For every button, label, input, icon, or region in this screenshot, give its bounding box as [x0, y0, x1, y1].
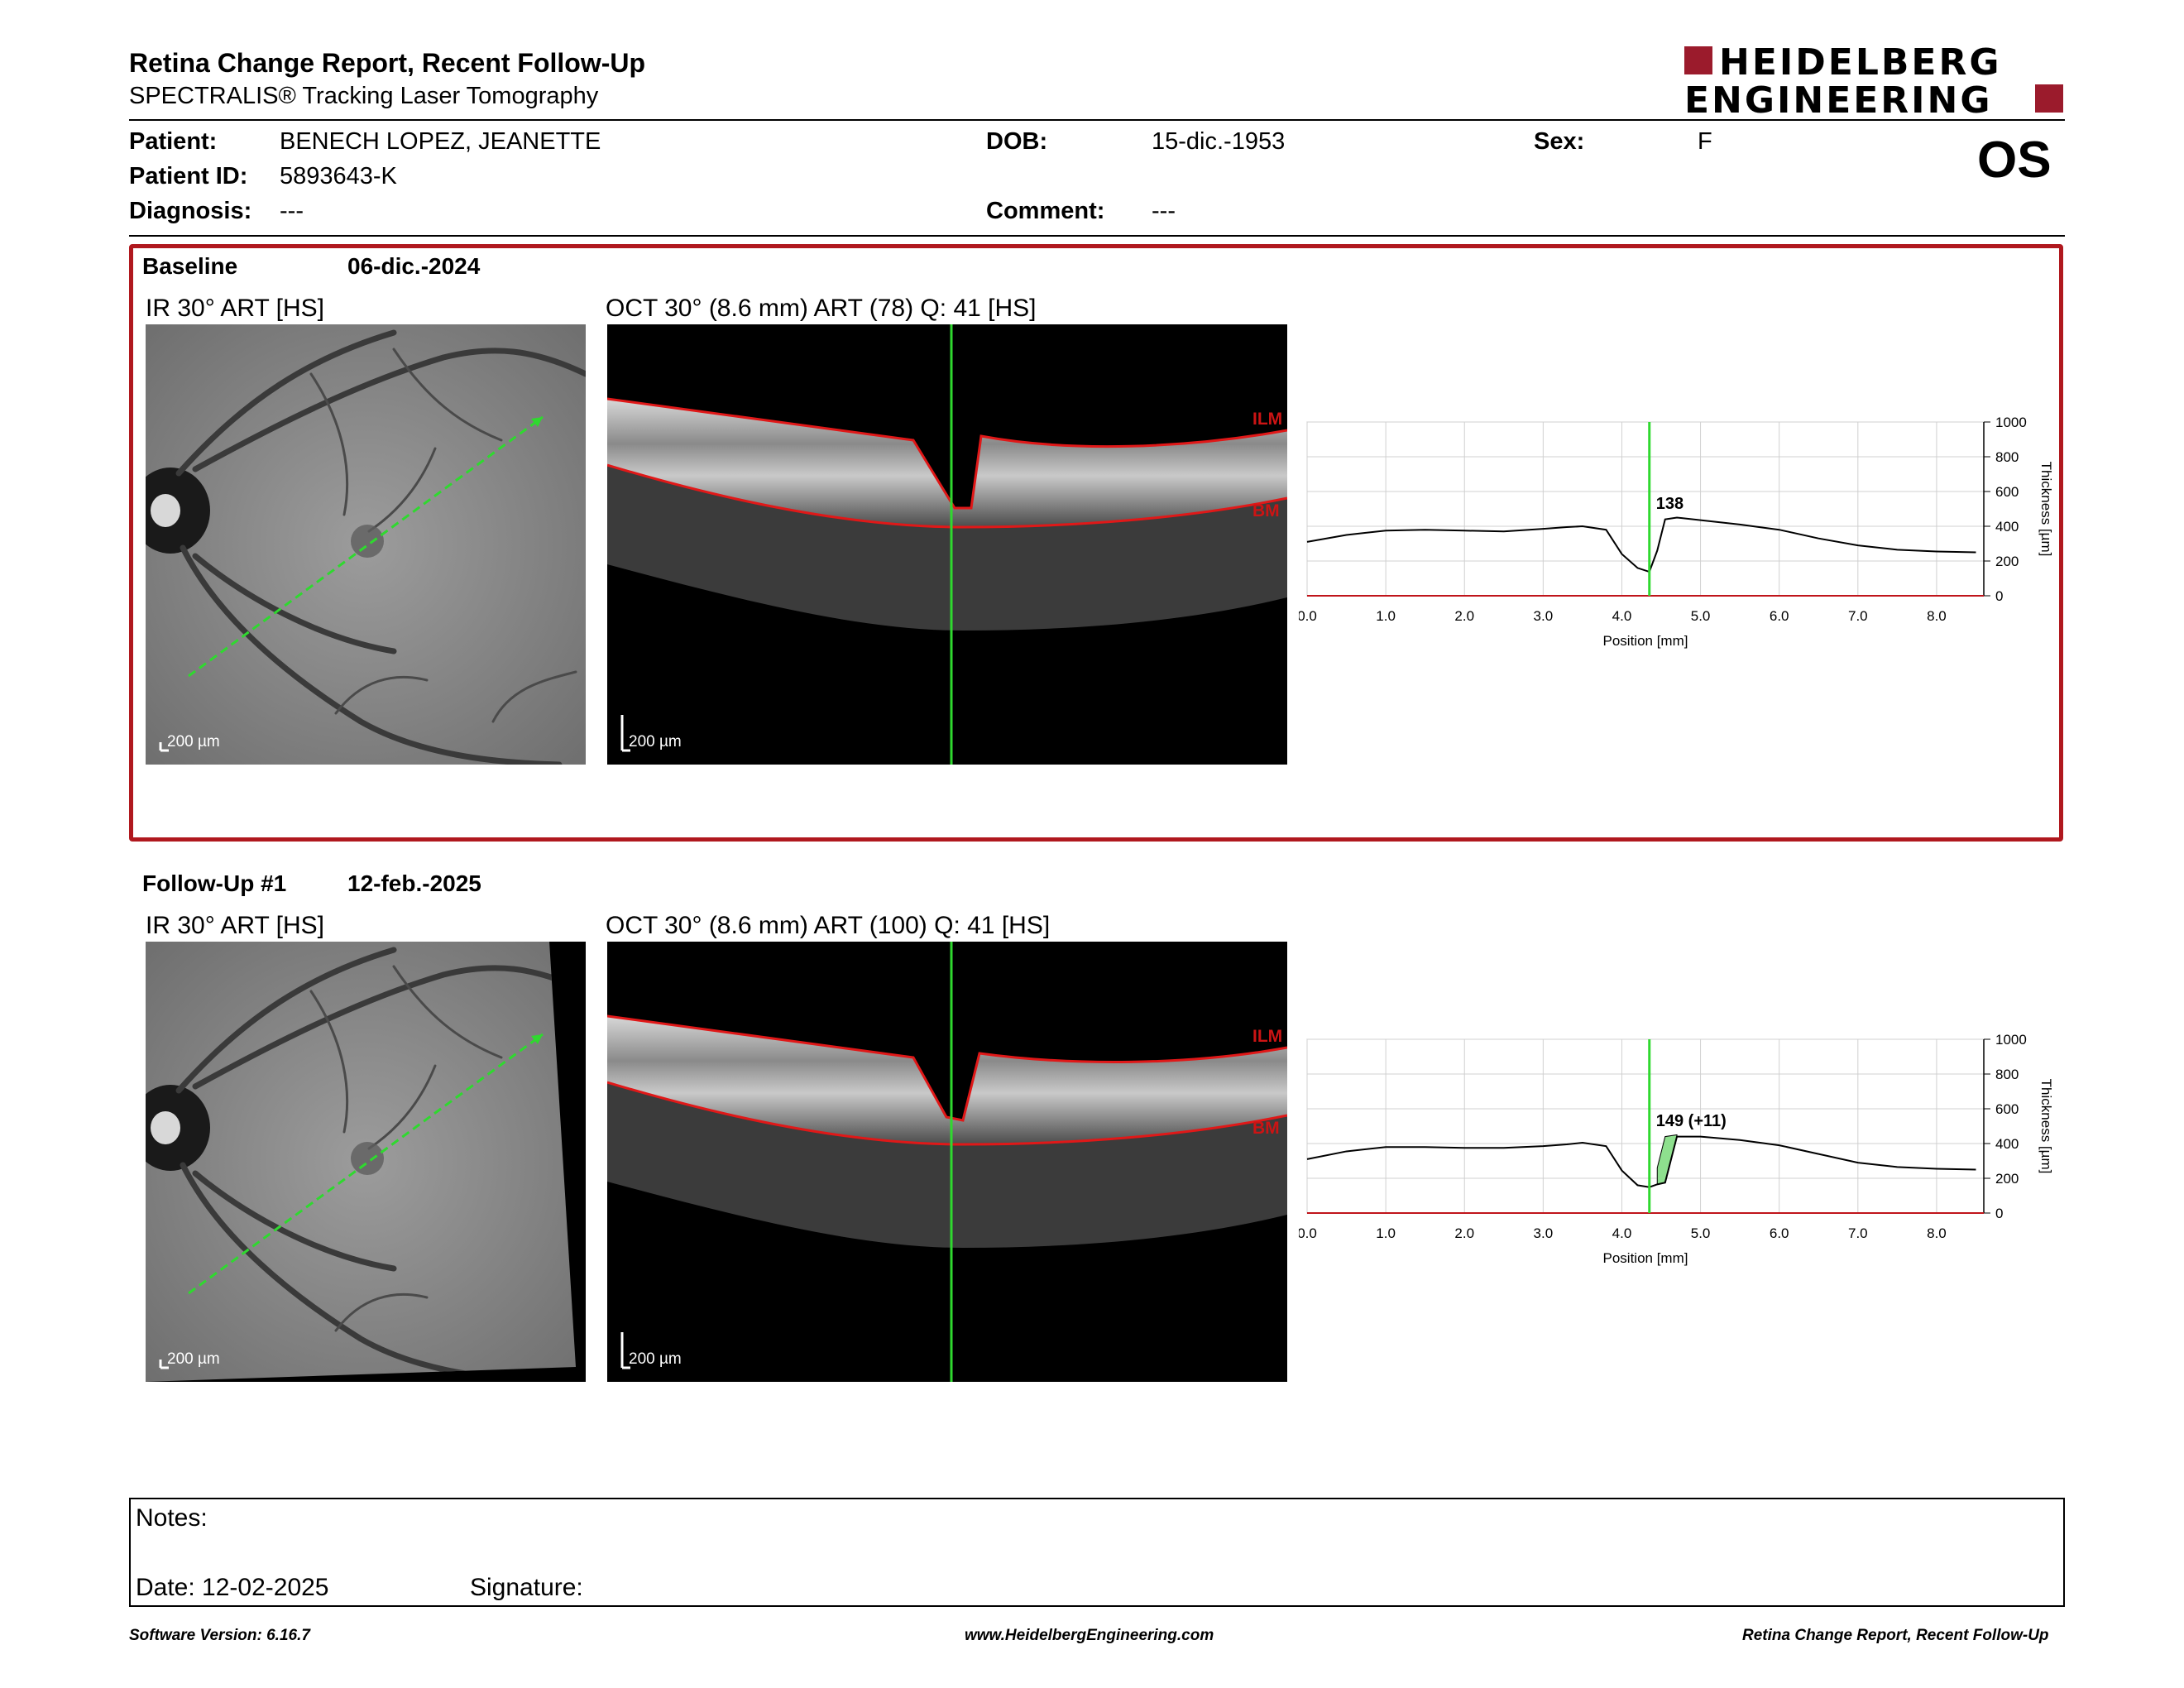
baseline-chart-xtick-label: 6.0: [1770, 608, 1789, 624]
followup-label: Follow-Up #1: [142, 870, 287, 896]
baseline-chart-xtick-label: 1.0: [1376, 608, 1396, 624]
footer-report: Retina Change Report, Recent Follow-Up: [1742, 1627, 2049, 1644]
sex-label: Sex:: [1534, 128, 1585, 155]
baseline-chart-xtick-label: 3.0: [1534, 608, 1554, 624]
footer-website[interactable]: www.HeidelbergEngineering.com: [965, 1627, 1214, 1644]
followup-oct-title: OCT 30° (8.6 mm) ART (100) Q: 41 [HS]: [606, 912, 1051, 939]
followup-ir-image: 200 µm: [146, 942, 586, 1382]
patient-rule: [129, 235, 2065, 237]
patient-label: Patient:: [129, 128, 218, 155]
followup-chart-plot-area: [1306, 1038, 1985, 1214]
followup-chart-xlabel: Position [mm]: [1603, 1250, 1688, 1266]
baseline-chart-xtick-label: 0.0: [1299, 608, 1317, 624]
diagnosis-label: Diagnosis:: [129, 198, 252, 224]
report-title: Retina Change Report, Recent Follow-Up: [129, 48, 646, 78]
baseline-label: Baseline: [142, 253, 238, 279]
followup-chart-thickness-line: [1306, 1135, 1976, 1188]
followup-chart-xtick-label: 0.0: [1299, 1225, 1317, 1241]
patient-id-label: Patient ID:: [129, 163, 248, 189]
logo-line1: HEIDELBERG: [1719, 43, 2001, 84]
signature-label: Signature:: [470, 1574, 583, 1601]
followup-chart-marker-value: 149 (+11): [1656, 1112, 1727, 1130]
followup-chart-xtick-label: 5.0: [1691, 1225, 1711, 1241]
followup-chart-ytick-label: 600: [1995, 1101, 2019, 1117]
baseline-chart-xtick-label: 2.0: [1454, 608, 1474, 624]
baseline-date: 06-dic.-2024: [347, 253, 481, 279]
baseline-chart-ytick-label: 600: [1995, 484, 2019, 500]
baseline-chart-xtick-label: 4.0: [1612, 608, 1632, 624]
followup-chart-xtick-label: 4.0: [1612, 1225, 1632, 1241]
baseline-ilm-label: ILM: [1252, 410, 1282, 429]
followup-chart-ylabel: Thickness [µm]: [2038, 1079, 2054, 1174]
followup-date: 12-feb.-2025: [347, 870, 481, 896]
followup-chart-ytick-label: 400: [1995, 1136, 2019, 1152]
sex-value: F: [1698, 128, 1712, 155]
followup-chart-ytick-label: 800: [1995, 1067, 2019, 1082]
comment-value: ---: [1152, 198, 1176, 224]
baseline-oct-scale: 200 µm: [629, 733, 682, 750]
comment-label: Comment:: [986, 198, 1105, 224]
header-rule: [129, 119, 2065, 121]
baseline-bm-label: BM: [1252, 501, 1280, 520]
notes-label: Notes:: [136, 1504, 208, 1532]
followup-ir-title: IR 30° ART [HS]: [146, 912, 324, 939]
baseline-thickness-chart: 0.0 1.0 2.0 3.0 4.0 5.0 6.0 7.0 8.0 0 200 400 600 800…: [1299, 415, 2054, 649]
followup-chart-xtick-label: 1.0: [1376, 1225, 1396, 1241]
baseline-chart-ytick-label: 800: [1995, 449, 2019, 465]
followup-chart-xtick-label: 3.0: [1534, 1225, 1554, 1241]
footer-software: Software Version: 6.16.7: [129, 1627, 310, 1644]
notes-box[interactable]: [129, 1498, 2065, 1607]
baseline-chart-ytick-label: 1000: [1995, 415, 2027, 430]
logo-line2: ENGINEERING: [1684, 79, 1993, 117]
followup-chart-xtick-label: 7.0: [1848, 1225, 1868, 1241]
notes-date: Date: 12-02-2025: [136, 1574, 329, 1601]
patient-id: 5893643-K: [280, 163, 397, 189]
dob-value: 15-dic.-1953: [1152, 128, 1286, 155]
baseline-oct-title: OCT 30° (8.6 mm) ART (78) Q: 41 [HS]: [606, 295, 1037, 322]
followup-chart-xtick-label: 2.0: [1454, 1225, 1474, 1241]
baseline-ir-title: IR 30° ART [HS]: [146, 295, 324, 322]
followup-chart-ytick-label: 0: [1995, 1206, 2003, 1221]
baseline-chart-xtick-label: 8.0: [1927, 608, 1947, 624]
dob-label: DOB:: [986, 128, 1048, 155]
followup-ilm-label: ILM: [1252, 1027, 1282, 1046]
eye-label: OS: [1977, 132, 2052, 189]
baseline-chart-xlabel: Position [mm]: [1603, 633, 1688, 649]
baseline-chart-xtick-label: 5.0: [1691, 608, 1711, 624]
baseline-chart-ylabel: Thickness [µm]: [2038, 462, 2054, 557]
logo-square-bottom: [2035, 84, 2063, 113]
baseline-chart-plot-area: [1306, 421, 1985, 597]
followup-chart-xtick-label: 8.0: [1927, 1225, 1947, 1241]
baseline-chart-thickness-line: [1306, 516, 1976, 573]
baseline-ir-scale: 200 µm: [167, 733, 220, 750]
baseline-chart-marker-value: 138: [1656, 495, 1684, 513]
diagnosis-value: ---: [280, 198, 304, 224]
followup-oct-scale: 200 µm: [629, 1350, 682, 1368]
report-subtitle: SPECTRALIS® Tracking Laser Tomography: [129, 83, 599, 109]
followup-oct-image: ILM BM 200 µm: [607, 942, 1287, 1382]
heidelberg-logo: HEIDELBERG ENGINEERING: [1684, 43, 2063, 117]
followup-ir-scale: 200 µm: [167, 1350, 220, 1368]
baseline-chart-ytick-label: 400: [1995, 519, 2019, 535]
baseline-chart-ytick-label: 0: [1995, 588, 2003, 604]
baseline-ir-image: 200 µm: [146, 324, 586, 765]
baseline-chart-ytick-label: 200: [1995, 554, 2019, 569]
baseline-highlight-box: [129, 244, 2063, 842]
patient-name: BENECH LOPEZ, JEANETTE: [280, 128, 601, 155]
followup-chart-xtick-label: 6.0: [1770, 1225, 1789, 1241]
logo-square-top: [1684, 46, 1712, 74]
followup-bm-label: BM: [1252, 1119, 1280, 1138]
baseline-chart-xtick-label: 7.0: [1848, 608, 1868, 624]
followup-chart-ytick-label: 200: [1995, 1171, 2019, 1187]
followup-thickness-chart: 0.0 1.0 2.0 3.0 4.0 5.0 6.0 7.0 8.0 0 200 400 600 800…: [1299, 1032, 2054, 1266]
followup-chart-ytick-label: 1000: [1995, 1032, 2027, 1048]
baseline-oct-image: ILM BM 200 µm: [607, 324, 1287, 765]
